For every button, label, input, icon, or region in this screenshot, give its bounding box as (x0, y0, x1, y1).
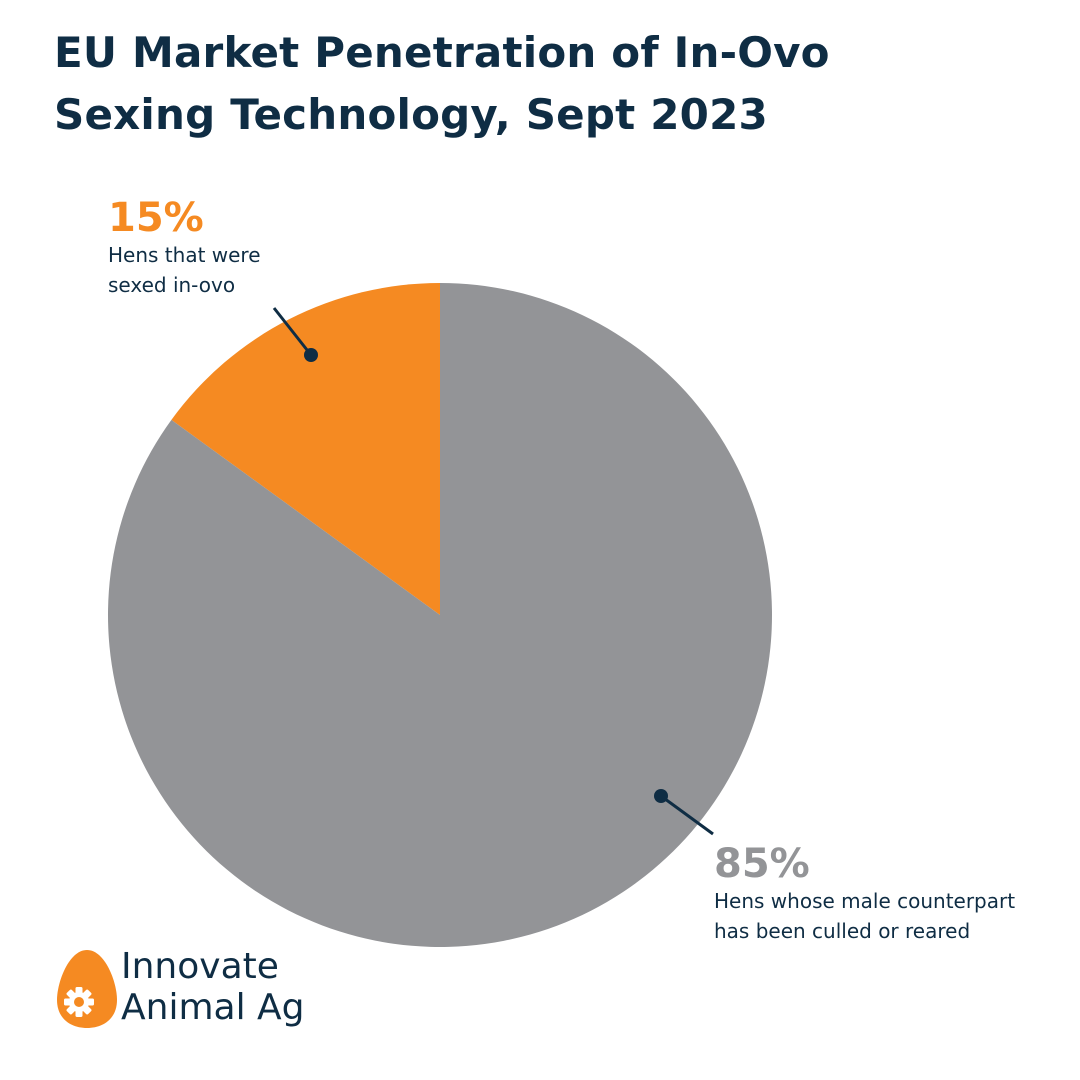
pie-slice-in-ovo (171, 283, 440, 615)
chart-title: EU Market Penetration of In-Ovo Sexing T… (54, 22, 954, 146)
logo-wordmark: Innovate Animal Ag (121, 946, 305, 1028)
slice-description-culled-line-2: has been culled or reared (714, 919, 971, 943)
slice-description-in-ovo-line-2: sexed in-ovo (108, 273, 236, 297)
pie-slice-culled-or-reared (107, 283, 772, 947)
innovate-animal-ag-logo: Innovate Animal Ag (55, 946, 355, 1038)
logo-line-2: Animal Ag (121, 987, 305, 1028)
logo-line-1: Innovate (121, 946, 279, 987)
slice-description-culled-or-reared: Hens whose male counterpart has been cul… (714, 886, 1015, 946)
egg-gear-icon (57, 950, 117, 1028)
slice-description-culled-line-1: Hens whose male counterpart (714, 889, 1016, 913)
leader-line-in-ovo (272, 307, 318, 362)
callout-in-ovo: 15% Hens that were sexed in-ovo (108, 196, 261, 300)
slice-label-in-ovo: 15% (108, 195, 204, 241)
slice-description-in-ovo-line-1: Hens that were (108, 243, 261, 267)
chart-title-line-2: Sexing Technology, Sept 2023 (54, 90, 768, 139)
callout-culled-or-reared: 85% Hens whose male counterpart has been… (714, 842, 1015, 946)
slice-description-in-ovo: Hens that were sexed in-ovo (108, 240, 261, 300)
chart-title-line-1: EU Market Penetration of In-Ovo (54, 28, 830, 77)
leader-line-culled-or-reared (654, 789, 714, 836)
slice-label-culled-or-reared: 85% (714, 841, 810, 887)
